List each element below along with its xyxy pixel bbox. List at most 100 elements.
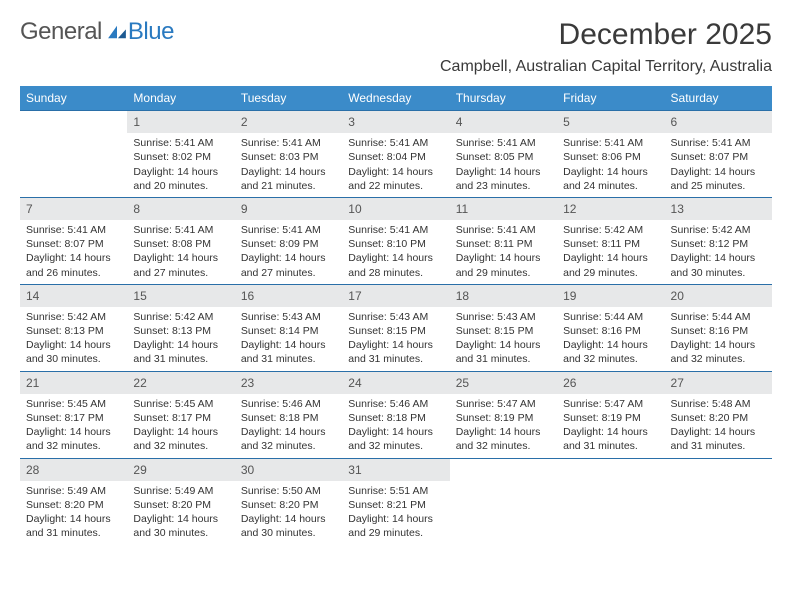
day-line: Sunrise: 5:41 AM (456, 223, 551, 237)
day-line: Daylight: 14 hours (26, 338, 121, 352)
day-line: Sunset: 8:11 PM (456, 237, 551, 251)
day-line: Daylight: 14 hours (133, 338, 228, 352)
title-block: December 2025 Campbell, Australian Capit… (440, 18, 772, 76)
day-number: 25 (450, 371, 557, 394)
day-number: 5 (557, 110, 664, 133)
day-line: Sunrise: 5:41 AM (241, 223, 336, 237)
day-line: Sunset: 8:17 PM (26, 411, 121, 425)
logo-sail-icon (106, 24, 128, 40)
day-line: and 32 minutes. (671, 352, 766, 366)
day-number: 1 (127, 110, 234, 133)
day-line: Daylight: 14 hours (241, 338, 336, 352)
calendar-day-cell: 12Sunrise: 5:42 AMSunset: 8:11 PMDayligh… (557, 197, 664, 284)
day-line: Sunrise: 5:50 AM (241, 484, 336, 498)
day-line: Sunset: 8:21 PM (348, 498, 443, 512)
day-line: Sunrise: 5:51 AM (348, 484, 443, 498)
day-line: and 31 minutes. (26, 526, 121, 540)
day-line: Sunrise: 5:47 AM (456, 397, 551, 411)
day-line: Sunset: 8:20 PM (241, 498, 336, 512)
day-content: Sunrise: 5:41 AMSunset: 8:03 PMDaylight:… (235, 133, 342, 197)
calendar-day-cell (557, 458, 664, 545)
day-line: Sunrise: 5:42 AM (563, 223, 658, 237)
day-line: and 32 minutes. (348, 439, 443, 453)
day-line: Sunset: 8:08 PM (133, 237, 228, 251)
calendar-day-cell: 9Sunrise: 5:41 AMSunset: 8:09 PMDaylight… (235, 197, 342, 284)
day-line: Sunset: 8:10 PM (348, 237, 443, 251)
calendar-day-cell: 13Sunrise: 5:42 AMSunset: 8:12 PMDayligh… (665, 197, 772, 284)
day-line: Sunrise: 5:42 AM (671, 223, 766, 237)
day-content: Sunrise: 5:43 AMSunset: 8:15 PMDaylight:… (450, 307, 557, 371)
calendar-day-cell: 11Sunrise: 5:41 AMSunset: 8:11 PMDayligh… (450, 197, 557, 284)
day-number: 17 (342, 284, 449, 307)
day-number: 29 (127, 458, 234, 481)
day-line: and 31 minutes. (241, 352, 336, 366)
calendar-day-cell: 26Sunrise: 5:47 AMSunset: 8:19 PMDayligh… (557, 371, 664, 458)
day-line: Sunrise: 5:41 AM (456, 136, 551, 150)
day-number: 16 (235, 284, 342, 307)
day-line: Sunrise: 5:46 AM (241, 397, 336, 411)
day-line: and 20 minutes. (133, 179, 228, 193)
day-content: Sunrise: 5:42 AMSunset: 8:13 PMDaylight:… (127, 307, 234, 371)
day-line: and 29 minutes. (456, 266, 551, 280)
day-number: 19 (557, 284, 664, 307)
day-line: Daylight: 14 hours (241, 512, 336, 526)
day-line: and 26 minutes. (26, 266, 121, 280)
day-line: Sunrise: 5:49 AM (26, 484, 121, 498)
day-line: Sunrise: 5:45 AM (26, 397, 121, 411)
calendar-day-cell: 17Sunrise: 5:43 AMSunset: 8:15 PMDayligh… (342, 284, 449, 371)
location-subtitle: Campbell, Australian Capital Territory, … (440, 58, 772, 76)
day-content: Sunrise: 5:49 AMSunset: 8:20 PMDaylight:… (20, 481, 127, 545)
day-line: Sunrise: 5:43 AM (456, 310, 551, 324)
day-line: and 22 minutes. (348, 179, 443, 193)
day-line: Daylight: 14 hours (241, 251, 336, 265)
day-line: Sunrise: 5:49 AM (133, 484, 228, 498)
day-number: 12 (557, 197, 664, 220)
day-line: Daylight: 14 hours (348, 512, 443, 526)
day-line: Daylight: 14 hours (671, 165, 766, 179)
calendar-day-cell: 15Sunrise: 5:42 AMSunset: 8:13 PMDayligh… (127, 284, 234, 371)
calendar-day-cell (665, 458, 772, 545)
day-line: Sunrise: 5:41 AM (241, 136, 336, 150)
calendar-day-cell: 4Sunrise: 5:41 AMSunset: 8:05 PMDaylight… (450, 110, 557, 197)
day-content: Sunrise: 5:48 AMSunset: 8:20 PMDaylight:… (665, 394, 772, 458)
day-content: Sunrise: 5:41 AMSunset: 8:07 PMDaylight:… (20, 220, 127, 284)
day-line: Daylight: 14 hours (456, 165, 551, 179)
day-line: and 31 minutes. (348, 352, 443, 366)
day-line: Daylight: 14 hours (348, 165, 443, 179)
calendar-day-cell: 25Sunrise: 5:47 AMSunset: 8:19 PMDayligh… (450, 371, 557, 458)
day-line: Sunset: 8:15 PM (348, 324, 443, 338)
day-content: Sunrise: 5:47 AMSunset: 8:19 PMDaylight:… (557, 394, 664, 458)
day-line: and 30 minutes. (133, 526, 228, 540)
day-line: and 21 minutes. (241, 179, 336, 193)
calendar-day-cell: 5Sunrise: 5:41 AMSunset: 8:06 PMDaylight… (557, 110, 664, 197)
day-number (665, 458, 772, 481)
day-line: Sunrise: 5:41 AM (133, 223, 228, 237)
day-content: Sunrise: 5:41 AMSunset: 8:02 PMDaylight:… (127, 133, 234, 197)
day-number (557, 458, 664, 481)
day-number: 27 (665, 371, 772, 394)
day-line: Sunset: 8:19 PM (563, 411, 658, 425)
column-header: Tuesday (235, 86, 342, 110)
day-number: 10 (342, 197, 449, 220)
day-line: Sunset: 8:13 PM (133, 324, 228, 338)
day-line: and 31 minutes. (456, 352, 551, 366)
day-line: and 31 minutes. (563, 439, 658, 453)
day-line: Daylight: 14 hours (671, 425, 766, 439)
calendar-day-cell: 20Sunrise: 5:44 AMSunset: 8:16 PMDayligh… (665, 284, 772, 371)
day-line: Sunset: 8:15 PM (456, 324, 551, 338)
day-content: Sunrise: 5:41 AMSunset: 8:09 PMDaylight:… (235, 220, 342, 284)
logo-text-1: General (20, 18, 102, 46)
day-number: 14 (20, 284, 127, 307)
day-line: Sunset: 8:07 PM (26, 237, 121, 251)
day-line: and 32 minutes. (456, 439, 551, 453)
day-line: Daylight: 14 hours (133, 425, 228, 439)
day-number: 20 (665, 284, 772, 307)
day-number: 24 (342, 371, 449, 394)
day-content: Sunrise: 5:47 AMSunset: 8:19 PMDaylight:… (450, 394, 557, 458)
day-content: Sunrise: 5:45 AMSunset: 8:17 PMDaylight:… (20, 394, 127, 458)
day-line: Sunrise: 5:44 AM (671, 310, 766, 324)
calendar-day-cell (20, 110, 127, 197)
calendar-week-row: 21Sunrise: 5:45 AMSunset: 8:17 PMDayligh… (20, 371, 772, 458)
day-content: Sunrise: 5:41 AMSunset: 8:08 PMDaylight:… (127, 220, 234, 284)
day-line: Daylight: 14 hours (133, 512, 228, 526)
